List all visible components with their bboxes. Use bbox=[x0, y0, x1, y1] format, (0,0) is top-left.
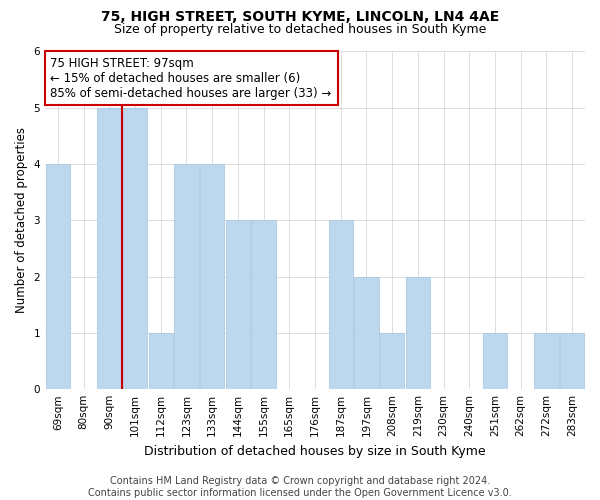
Bar bbox=[560, 333, 584, 389]
Y-axis label: Number of detached properties: Number of detached properties bbox=[15, 128, 28, 314]
Bar bbox=[46, 164, 70, 389]
Bar bbox=[226, 220, 250, 389]
Text: 75 HIGH STREET: 97sqm
← 15% of detached houses are smaller (6)
85% of semi-detac: 75 HIGH STREET: 97sqm ← 15% of detached … bbox=[50, 56, 332, 100]
Bar bbox=[483, 333, 507, 389]
X-axis label: Distribution of detached houses by size in South Kyme: Distribution of detached houses by size … bbox=[144, 444, 486, 458]
Bar bbox=[406, 276, 430, 389]
Bar bbox=[380, 333, 404, 389]
Bar bbox=[251, 220, 276, 389]
Bar bbox=[534, 333, 559, 389]
Bar bbox=[329, 220, 353, 389]
Text: Size of property relative to detached houses in South Kyme: Size of property relative to detached ho… bbox=[114, 22, 486, 36]
Bar bbox=[200, 164, 224, 389]
Bar bbox=[354, 276, 379, 389]
Text: 75, HIGH STREET, SOUTH KYME, LINCOLN, LN4 4AE: 75, HIGH STREET, SOUTH KYME, LINCOLN, LN… bbox=[101, 10, 499, 24]
Bar bbox=[174, 164, 199, 389]
Bar bbox=[123, 108, 147, 389]
Text: Contains HM Land Registry data © Crown copyright and database right 2024.
Contai: Contains HM Land Registry data © Crown c… bbox=[88, 476, 512, 498]
Bar bbox=[149, 333, 173, 389]
Bar bbox=[97, 108, 122, 389]
